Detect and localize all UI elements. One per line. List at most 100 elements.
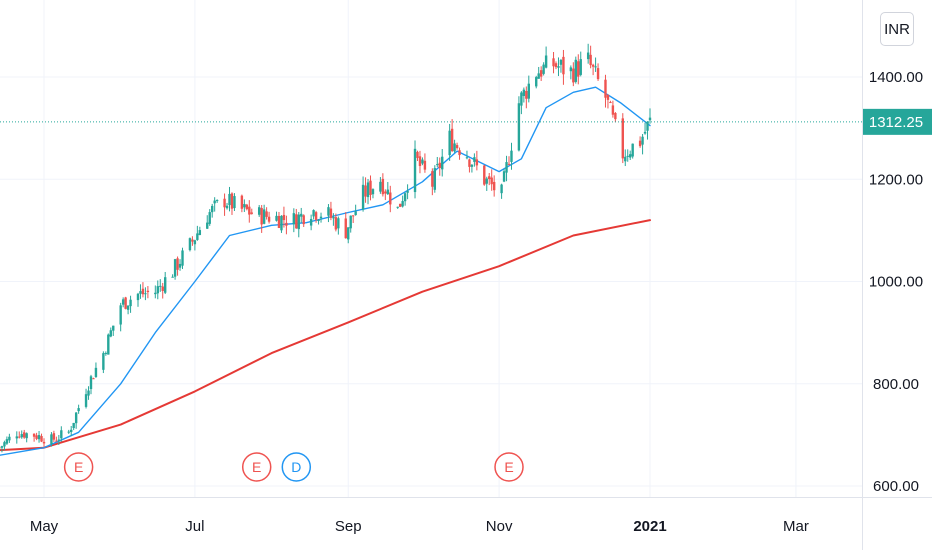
candle-body bbox=[309, 218, 313, 226]
event-marker-label: E bbox=[74, 459, 83, 475]
candle-body bbox=[562, 56, 565, 75]
candle-body bbox=[267, 216, 271, 222]
event-marker-label: E bbox=[252, 459, 261, 475]
candle-body bbox=[517, 103, 521, 151]
candle-body bbox=[455, 145, 459, 149]
candle-body bbox=[349, 215, 352, 229]
candle-body bbox=[572, 68, 575, 83]
candle-body bbox=[233, 196, 236, 209]
candle-body bbox=[243, 204, 246, 208]
candle-body bbox=[371, 189, 375, 195]
candle-body bbox=[384, 191, 387, 194]
candle-body bbox=[542, 64, 545, 74]
candle-body bbox=[500, 184, 503, 194]
candle-body bbox=[629, 154, 632, 158]
candle-body bbox=[262, 209, 266, 224]
x-tick-label: 2021 bbox=[633, 518, 666, 535]
y-tick-label: 1000.00 bbox=[869, 274, 923, 291]
candle-body bbox=[136, 293, 140, 301]
candle-body bbox=[171, 276, 174, 278]
candle-body bbox=[193, 240, 197, 245]
candle-body bbox=[614, 113, 617, 120]
candle-body bbox=[15, 436, 18, 439]
candle-body bbox=[329, 208, 333, 218]
candle-body bbox=[554, 63, 558, 68]
candle-body bbox=[364, 185, 367, 197]
candle-body bbox=[366, 182, 370, 198]
candle-body bbox=[537, 73, 540, 79]
candle-body bbox=[351, 215, 355, 217]
ma-short-path bbox=[0, 86, 651, 456]
candle-body bbox=[72, 422, 75, 429]
candle-body bbox=[470, 164, 474, 167]
candle-body bbox=[173, 259, 177, 277]
candle-body bbox=[312, 210, 315, 217]
candle-body bbox=[386, 189, 390, 195]
candle-body bbox=[327, 207, 330, 216]
candle-body bbox=[60, 430, 63, 439]
candle-body bbox=[626, 155, 629, 157]
currency-badge[interactable]: INR bbox=[880, 12, 914, 46]
candle-body bbox=[317, 219, 320, 221]
candle-body bbox=[361, 184, 365, 210]
candle-body bbox=[485, 178, 488, 184]
candle-body bbox=[398, 203, 402, 207]
candle-body bbox=[594, 66, 597, 68]
candle-body bbox=[20, 434, 23, 438]
candle-body bbox=[527, 83, 530, 99]
candle-body bbox=[421, 159, 424, 164]
candle-body bbox=[277, 215, 281, 229]
candle-body bbox=[638, 140, 642, 147]
candle-body bbox=[465, 157, 469, 159]
candle-body bbox=[257, 207, 261, 215]
candle-body bbox=[631, 143, 634, 157]
candle-body bbox=[295, 214, 298, 229]
candle-body bbox=[178, 263, 182, 268]
candle-body bbox=[502, 171, 506, 182]
candle-body bbox=[25, 433, 28, 439]
candles bbox=[0, 43, 652, 453]
candle-body bbox=[379, 181, 382, 192]
candle-body bbox=[70, 429, 73, 433]
candle-body bbox=[403, 193, 407, 202]
candle-body bbox=[87, 390, 90, 396]
candle-body bbox=[265, 211, 268, 217]
candle-body bbox=[413, 148, 417, 193]
event-marker-label: D bbox=[291, 459, 301, 475]
candle-body bbox=[213, 200, 216, 204]
ma-long-path bbox=[0, 219, 651, 452]
candle-body bbox=[401, 201, 404, 207]
candle-body bbox=[396, 206, 399, 208]
candle-body bbox=[337, 218, 340, 229]
candle-body bbox=[50, 434, 53, 445]
candle-body bbox=[436, 164, 439, 166]
candle-body bbox=[40, 436, 43, 442]
candle-body bbox=[121, 299, 125, 305]
x-tick-label: Nov bbox=[486, 518, 513, 535]
event-marker bbox=[281, 452, 312, 482]
candle-body bbox=[646, 121, 649, 131]
candle-body bbox=[389, 192, 392, 205]
candle-body bbox=[448, 130, 451, 156]
candle-body bbox=[225, 205, 229, 209]
candle-body bbox=[507, 163, 511, 165]
candle-body bbox=[468, 159, 471, 167]
candle-body bbox=[77, 408, 80, 412]
candle-body bbox=[112, 325, 115, 331]
candle-body bbox=[319, 216, 323, 219]
candle-body bbox=[609, 102, 612, 104]
x-tick-label: Mar bbox=[783, 518, 809, 535]
candle-body bbox=[438, 162, 441, 169]
candle-body bbox=[196, 233, 199, 240]
candle-body bbox=[586, 52, 590, 60]
candle-body bbox=[525, 90, 528, 99]
candle-body bbox=[109, 330, 112, 337]
candle-body bbox=[89, 376, 93, 390]
ma-long-line bbox=[0, 219, 651, 452]
candle-body bbox=[18, 436, 21, 438]
candle-body bbox=[74, 412, 78, 424]
candle-body bbox=[206, 222, 209, 229]
candle-body bbox=[141, 288, 145, 295]
candle-body bbox=[107, 334, 110, 355]
